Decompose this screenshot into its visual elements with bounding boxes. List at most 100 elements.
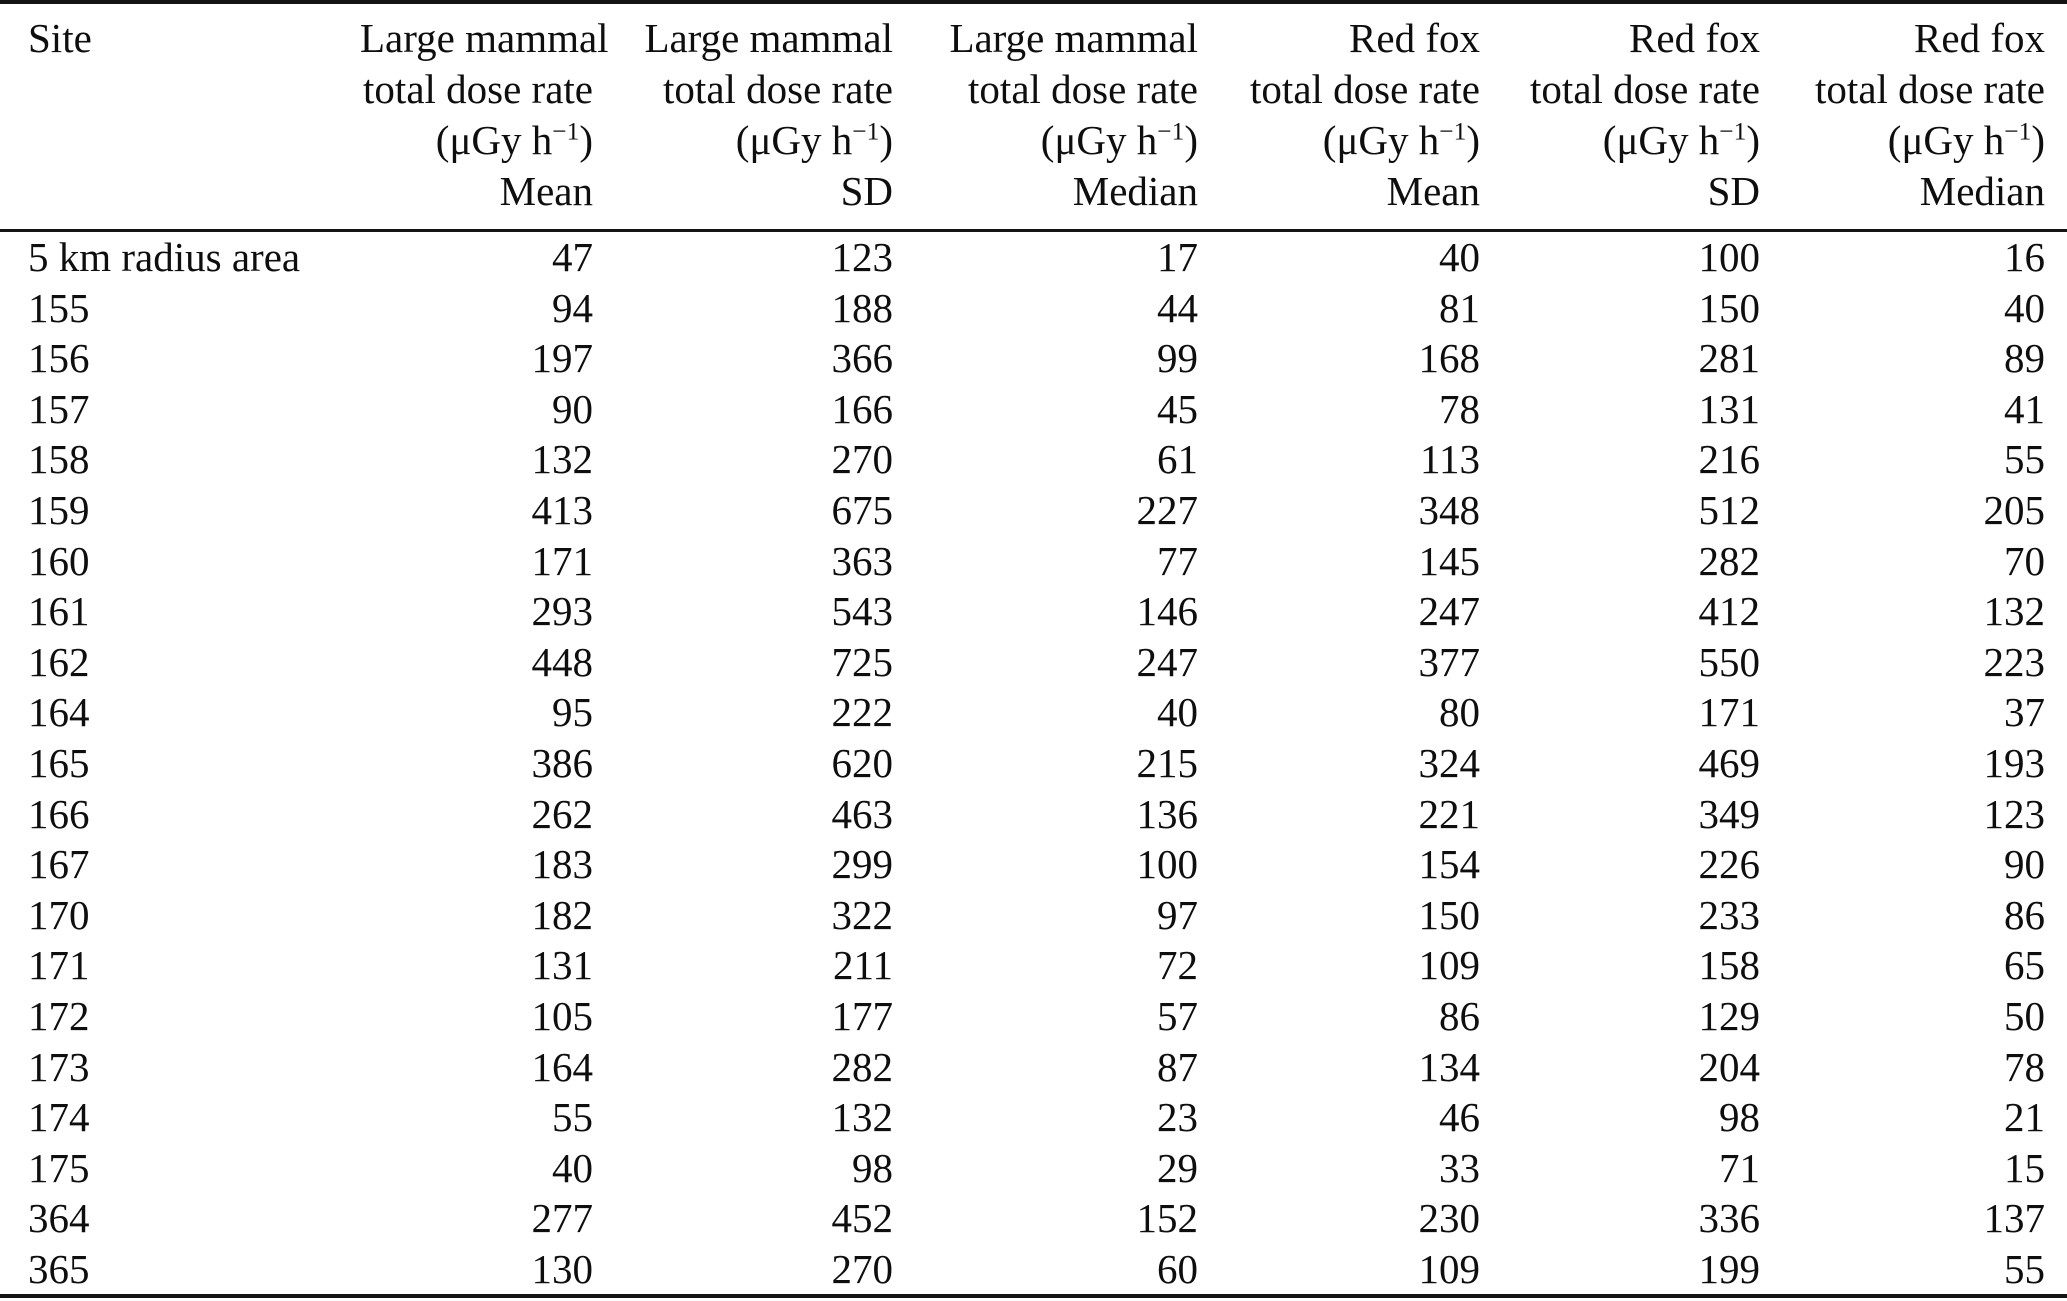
column-header: Large mammal total dose rate (μGy h−1) M…	[893, 2, 1198, 232]
table-row: 170 182 322 97 150 233 86	[0, 890, 2067, 941]
value-cell: 363	[831, 537, 894, 584]
value-cell: 452	[831, 1195, 894, 1242]
unit-label: (μGy h−1)	[435, 117, 593, 163]
value-cell: 47	[552, 234, 593, 280]
value-cell: 87	[1157, 1043, 1198, 1090]
table-row: 156 197 366 99 168 281 89	[0, 333, 2067, 384]
value-cell: 60	[1157, 1245, 1198, 1292]
unit-exponent: −1	[1439, 117, 1467, 146]
site-cell: 158	[28, 436, 90, 483]
unit-exponent: −1	[852, 117, 880, 146]
table-row: 365 130 270 60 109 199 55	[0, 1244, 2067, 1297]
value-cell: 123	[831, 234, 894, 280]
header-row: Site Large mammal total dose rate (μGy h…	[0, 2, 2067, 232]
unit-label: (μGy h−1)	[1322, 117, 1480, 163]
quantity-label: total dose rate	[1815, 66, 2045, 112]
unit-label: (μGy h−1)	[1602, 117, 1760, 163]
value-cell: 70	[2004, 537, 2045, 584]
column-header: Large mammal total dose rate (μGy h−1) M…	[360, 2, 609, 232]
table-row: 155 94 188 44 81 150 40	[0, 283, 2067, 334]
value-cell: 136	[1136, 790, 1199, 837]
stat-label: SD	[1707, 168, 1760, 214]
value-cell: 512	[1698, 486, 1761, 533]
quantity-label: total dose rate	[363, 66, 593, 112]
value-cell: 199	[1698, 1245, 1761, 1292]
value-cell: 171	[531, 537, 594, 584]
table-row: 165 386 620 215 324 469 193	[0, 738, 2067, 789]
table-row: 167 183 299 100 154 226 90	[0, 839, 2067, 890]
value-cell: 50	[2004, 992, 2045, 1039]
site-cell: 162	[28, 638, 90, 685]
value-cell: 98	[852, 1144, 893, 1191]
value-cell: 57	[1157, 992, 1198, 1039]
value-cell: 94	[552, 284, 593, 331]
value-cell: 146	[1136, 588, 1199, 635]
site-cell: 167	[28, 841, 90, 888]
value-cell: 80	[1439, 689, 1480, 736]
quantity-label: total dose rate	[663, 66, 893, 112]
value-cell: 109	[1418, 1245, 1481, 1292]
value-cell: 61	[1157, 436, 1198, 483]
value-cell: 55	[2004, 436, 2045, 483]
value-cell: 55	[552, 1094, 593, 1141]
value-cell: 171	[1698, 689, 1761, 736]
stat-label: Median	[1072, 168, 1198, 214]
value-cell: 233	[1698, 891, 1761, 938]
value-cell: 247	[1418, 588, 1481, 635]
value-cell: 620	[831, 739, 894, 786]
site-cell: 171	[28, 942, 90, 989]
value-cell: 164	[531, 1043, 594, 1090]
value-cell: 132	[1983, 588, 2046, 635]
site-cell: 160	[28, 537, 90, 584]
value-cell: 150	[1418, 891, 1481, 938]
value-cell: 37	[2004, 689, 2045, 736]
value-cell: 270	[831, 436, 894, 483]
species-label: Red fox	[1349, 15, 1480, 61]
site-cell: 165	[28, 739, 90, 786]
value-cell: 23	[1157, 1094, 1198, 1141]
site-cell: 174	[28, 1094, 90, 1141]
value-cell: 448	[531, 638, 594, 685]
value-cell: 33	[1439, 1144, 1480, 1191]
unit-exponent: −1	[1157, 117, 1185, 146]
value-cell: 348	[1418, 486, 1481, 533]
value-cell: 99	[1157, 335, 1198, 382]
species-label: Large mammal	[360, 15, 609, 61]
value-cell: 550	[1698, 638, 1761, 685]
value-cell: 247	[1136, 638, 1199, 685]
value-cell: 137	[1983, 1195, 2046, 1242]
stat-label: SD	[840, 168, 893, 214]
value-cell: 183	[531, 841, 594, 888]
value-cell: 100	[1136, 841, 1199, 888]
value-cell: 129	[1698, 992, 1761, 1039]
value-cell: 177	[831, 992, 894, 1039]
table-row: 161 293 543 146 247 412 132	[0, 586, 2067, 637]
value-cell: 154	[1418, 841, 1481, 888]
unit-exponent: −1	[1719, 117, 1747, 146]
unit-label: (μGy h−1)	[735, 117, 893, 163]
table-row: 175 40 98 29 33 71 15	[0, 1143, 2067, 1194]
value-cell: 377	[1418, 638, 1481, 685]
stat-label: Median	[1919, 168, 2045, 214]
table-header: Site Large mammal total dose rate (μGy h…	[0, 2, 2067, 232]
species-label: Red fox	[1914, 15, 2045, 61]
unit-exponent: −1	[552, 117, 580, 146]
value-cell: 98	[1719, 1094, 1760, 1141]
value-cell: 46	[1439, 1094, 1480, 1141]
species-label: Large mammal	[644, 15, 893, 61]
table-row: 364 277 452 152 230 336 137	[0, 1193, 2067, 1244]
value-cell: 166	[831, 385, 894, 432]
value-cell: 193	[1983, 739, 2046, 786]
site-cell: 159	[28, 486, 90, 533]
site-cell: 157	[28, 385, 90, 432]
stat-label: Mean	[1386, 168, 1480, 214]
value-cell: 16	[2004, 234, 2045, 280]
value-cell: 131	[1698, 385, 1761, 432]
table-row: 5 km radius area 47 123 17 40 100 16	[0, 231, 2067, 283]
value-cell: 77	[1157, 537, 1198, 584]
value-cell: 132	[831, 1094, 894, 1141]
value-cell: 211	[833, 942, 893, 989]
value-cell: 221	[1418, 790, 1481, 837]
value-cell: 262	[531, 790, 594, 837]
site-cell: 155	[28, 284, 90, 331]
